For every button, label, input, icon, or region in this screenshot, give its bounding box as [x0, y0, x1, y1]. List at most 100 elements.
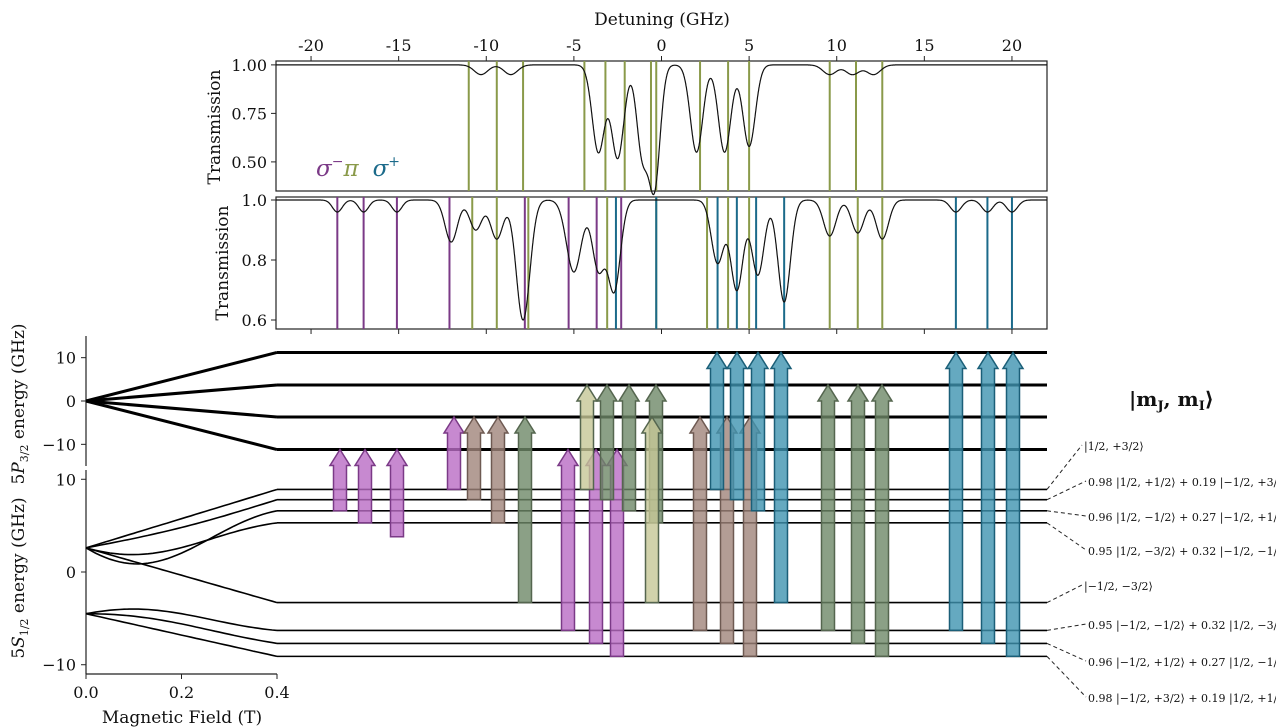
ground-level-curve	[85, 612, 278, 658]
state-connector	[1046, 444, 1083, 490]
transition-arrow	[705, 351, 729, 491]
transition-arrow	[353, 448, 377, 524]
top-xtick-label: -20	[298, 36, 324, 55]
top-xlabel: Detuning (GHz)	[594, 10, 730, 30]
excited-ytick-label: 10	[56, 349, 76, 368]
top-xtick-label: -10	[473, 36, 499, 55]
excited-ylabel-p: P	[9, 462, 29, 475]
state-connector	[1046, 656, 1087, 698]
ground-level-curve	[85, 522, 278, 556]
ground-xtick-label: 0.2	[169, 683, 194, 702]
state-label: 0.96 |1/2, −1/2⟩ + 0.27 |−1/2, +1/2⟩	[1088, 511, 1276, 525]
state-header-m: m	[1136, 387, 1157, 411]
ground-ylabel-j: 1/2	[18, 618, 31, 636]
state-header-open: |	[1129, 387, 1136, 411]
sigma-plus-sup: +	[388, 154, 400, 170]
sigma-plus-label: σ	[373, 156, 390, 182]
top-panel: -20 -15 -10 -5 0 5 10 15 20 1.00 0.75 0.50	[231, 36, 1048, 196]
middle-spectrum-line	[276, 199, 1047, 321]
ground-state-panel: 10 0 −10 0.0 0.2 0.4	[42, 470, 290, 702]
state-label: 0.95 |1/2, −3/2⟩ + 0.32 |−1/2, −1/2⟩	[1088, 545, 1276, 559]
excited-ylabel-n: 5	[9, 474, 29, 485]
excited-ylabel-rest: energy (GHz)	[9, 323, 29, 444]
transition-arrow	[816, 383, 840, 632]
transition-arrow	[944, 351, 968, 632]
transition-arrows	[328, 351, 1025, 658]
top-ytick-label: 0.50	[231, 153, 267, 172]
ground-ylabel-s: S	[9, 636, 29, 648]
excited-ytick-label: −10	[42, 435, 76, 454]
state-connector	[1046, 510, 1087, 517]
top-spectrum-line	[276, 64, 1047, 196]
ground-ytick-label: 0	[66, 563, 76, 582]
transition-arrow	[976, 351, 1000, 645]
middle-ytick-label: 0.6	[242, 311, 267, 330]
state-connector	[1046, 522, 1087, 551]
state-label: |1/2, +3/2⟩	[1084, 440, 1144, 454]
state-header-close: ⟩	[1205, 387, 1214, 411]
excited-ylabel: 5P3/2 energy (GHz)	[9, 323, 31, 484]
transition-arrow	[442, 415, 466, 491]
ground-ylabel: 5S1/2 energy (GHz)	[9, 497, 31, 658]
ground-level-curve	[85, 488, 278, 549]
middle-panel: 1.0 0.8 0.6	[242, 191, 1048, 334]
excited-level-ramp	[85, 383, 278, 403]
state-header: |mJ, mI⟩	[1129, 387, 1214, 414]
ground-level-curve	[85, 510, 278, 565]
state-label: 0.96 |−1/2, +1/2⟩ + 0.27 |1/2, −1/2⟩	[1088, 656, 1276, 670]
middle-ytick-label: 1.0	[242, 191, 267, 210]
ground-level-curve	[85, 612, 278, 645]
state-header-mid: , m	[1164, 387, 1199, 411]
excited-ytick-label: 0	[66, 392, 76, 411]
transition-arrow	[725, 351, 749, 501]
state-label: 0.95 |−1/2, −1/2⟩ + 0.32 |1/2, −3/2⟩	[1088, 619, 1276, 633]
sigma-minus-sup: −	[332, 154, 344, 170]
excited-state-panel: 10 0 −10	[42, 336, 87, 466]
excited-level-ramp	[85, 351, 278, 403]
top-xtick-label: -5	[566, 36, 582, 55]
top-ylabel: Transmission	[205, 70, 225, 185]
top-xtick-label: 20	[1002, 36, 1022, 55]
top-xtick-label: 0	[656, 36, 666, 55]
top-xtick-label: 5	[744, 36, 754, 55]
transition-arrow	[688, 415, 712, 632]
state-connector	[1046, 623, 1087, 631]
state-label: 0.98 |1/2, +1/2⟩ + 0.19 |−1/2, +3/2⟩	[1088, 476, 1276, 490]
excited-ylabel-j: 3/2	[18, 445, 31, 463]
state-connector	[1046, 642, 1087, 662]
transition-arrow	[769, 351, 793, 604]
ground-ylabel-rest: energy (GHz)	[9, 497, 29, 618]
transition-arrow	[846, 383, 870, 645]
transition-arrow	[575, 383, 599, 491]
top-xtick-label: -15	[386, 36, 412, 55]
transition-arrow	[870, 383, 894, 658]
transition-arrow	[462, 415, 486, 501]
transition-arrow	[1001, 351, 1025, 658]
state-labels: |1/2, +3/2⟩ 0.98 |1/2, +1/2⟩ + 0.19 |−1/2…	[1046, 440, 1276, 706]
transition-arrow	[328, 448, 352, 512]
middle-frame	[275, 196, 1048, 330]
ground-xtick-label: 0.0	[73, 683, 98, 702]
pol-legend: σ−π σ+	[316, 154, 400, 182]
sigma-minus-label: σ	[316, 156, 333, 182]
transition-arrow	[640, 415, 664, 604]
state-connector	[1046, 584, 1083, 604]
ground-level-curve	[85, 547, 278, 604]
ground-ytick-label: −10	[42, 656, 76, 675]
state-header-i: I	[1199, 399, 1205, 414]
ground-level-curve	[85, 498, 278, 549]
excited-level-ramp	[85, 399, 278, 451]
ground-ytick-label: 10	[56, 470, 76, 489]
transition-arrow	[513, 415, 537, 604]
ground-xlabel: Magnetic Field (T)	[102, 708, 262, 728]
state-label: |−1/2, −3/2⟩	[1084, 580, 1153, 594]
transition-arrow	[486, 415, 510, 524]
transition-arrow	[556, 448, 580, 632]
transition-arrow	[617, 383, 641, 512]
transition-arrow	[746, 351, 770, 512]
middle-ylabel: Transmission	[213, 206, 233, 321]
top-ytick-label: 0.75	[231, 104, 267, 123]
ground-ylabel-n: 5	[9, 648, 29, 659]
ground-level-curve	[85, 608, 278, 632]
